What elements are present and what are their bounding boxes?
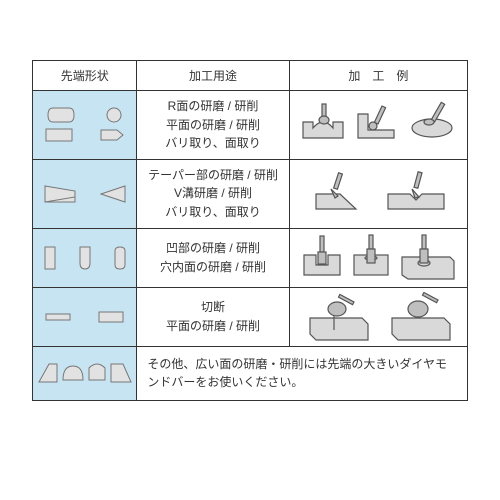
table-row: R面の研磨 / 研削 平面の研磨 / 研削 バリ取り、面取り <box>33 91 468 160</box>
shape-cell-2 <box>33 159 137 228</box>
table-footer-row: その他、広い面の研磨・研削には先端の大きいダイヤモンドバーをお使いください。 <box>33 346 468 400</box>
use-cell-4: 切断 平面の研磨 / 研削 <box>137 287 289 346</box>
shape-bullet-icon <box>47 107 75 123</box>
example-cell-2 <box>289 159 467 228</box>
shape-disk-icon <box>98 310 124 324</box>
use-cell-2: テーパー部の研磨 / 研削 V溝研磨 / 研削 バリ取り、面取り <box>137 159 289 228</box>
tip-shape-table: 先端形状 加工用途 加 工 例 R面の研磨 / 研削 平面の研磨 / 研削 バリ… <box>32 60 468 401</box>
shape-cylinder-v-icon <box>43 246 57 270</box>
use-line: 凹部の研磨 / 研削 <box>141 239 284 258</box>
example-illustration-4 <box>298 292 458 342</box>
example-illustration-3 <box>298 233 458 283</box>
use-line: R面の研磨 / 研削 <box>141 97 284 116</box>
use-line: V溝研磨 / 研削 <box>141 184 284 203</box>
table-row: テーパー部の研磨 / 研削 V溝研磨 / 研削 バリ取り、面取り <box>33 159 468 228</box>
header-example: 加 工 例 <box>289 61 467 91</box>
example-illustration-2 <box>298 169 458 219</box>
example-cell-4 <box>289 287 467 346</box>
example-cell-1 <box>289 91 467 160</box>
header-use: 加工用途 <box>137 61 289 91</box>
shape-cone-icon <box>100 185 126 203</box>
shape-disk-thin-icon <box>45 311 71 323</box>
footer-shape-cell <box>33 346 137 400</box>
use-line: バリ取り、面取り <box>141 203 284 222</box>
use-line: 切断 <box>141 298 284 317</box>
shape-spade-icon <box>100 127 124 143</box>
use-line: バリ取り、面取り <box>141 134 284 153</box>
table-row: 切断 平面の研磨 / 研削 <box>33 287 468 346</box>
shape-cell-3 <box>33 228 137 287</box>
shape-bullet-v-icon <box>78 246 92 270</box>
table-row: 凹部の研磨 / 研削 穴内面の研磨 / 研削 <box>33 228 468 287</box>
header-shape: 先端形状 <box>33 61 137 91</box>
example-illustration-1 <box>298 100 458 150</box>
shape-cell-4 <box>33 287 137 346</box>
example-cell-3 <box>289 228 467 287</box>
use-cell-1: R面の研磨 / 研削 平面の研磨 / 研削 バリ取り、面取り <box>137 91 289 160</box>
use-line: 平面の研磨 / 研削 <box>141 116 284 135</box>
shape-ball-icon <box>106 107 122 123</box>
use-line: 平面の研磨 / 研削 <box>141 317 284 336</box>
shape-cell-1 <box>33 91 137 160</box>
use-line: 穴内面の研磨 / 研削 <box>141 258 284 277</box>
shape-cylinder-icon <box>45 127 73 143</box>
footer-text-cell: その他、広い面の研磨・研削には先端の大きいダイヤモンドバーをお使いください。 <box>137 346 468 400</box>
footer-shapes-icon <box>37 358 133 388</box>
shape-round-v-icon <box>113 246 127 270</box>
shape-taper-icon <box>44 185 76 203</box>
table-header-row: 先端形状 加工用途 加 工 例 <box>33 61 468 91</box>
use-cell-3: 凹部の研磨 / 研削 穴内面の研磨 / 研削 <box>137 228 289 287</box>
use-line: テーパー部の研磨 / 研削 <box>141 166 284 185</box>
